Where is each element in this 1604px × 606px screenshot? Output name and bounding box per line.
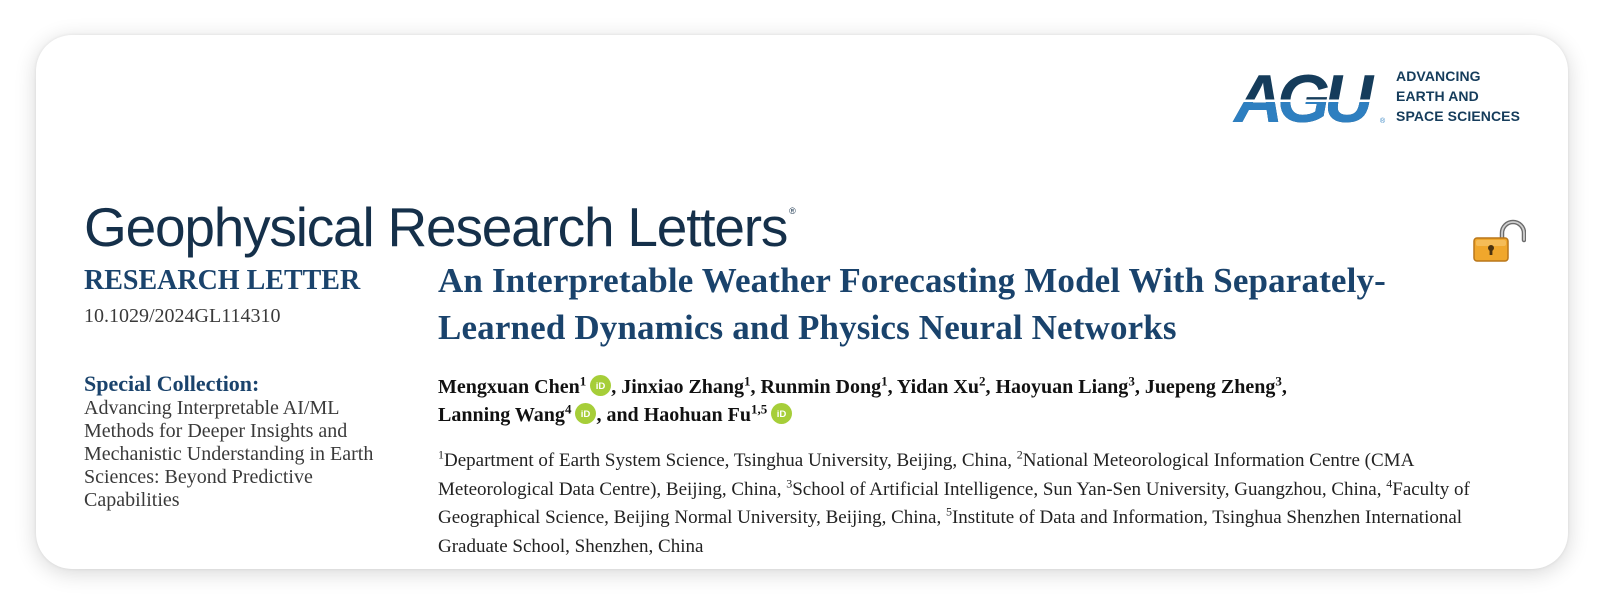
affiliation-number: 5	[945, 504, 952, 519]
affiliation-text: School of Artificial Intelligence, Sun Y…	[792, 478, 1387, 500]
registered-mark: ®	[789, 206, 796, 216]
affiliation-number: 2	[1016, 447, 1023, 462]
affiliation-marker: 3	[1128, 373, 1135, 389]
agu-logo-mark: AGU AGU ®	[1232, 65, 1392, 125]
special-collection-label: Special Collection:	[84, 371, 260, 396]
author-name[interactable]: Jinxiao Zhang1,	[621, 373, 756, 398]
svg-text:®: ®	[1380, 117, 1386, 125]
agu-tagline-line: EARTH AND	[1396, 88, 1479, 104]
affiliation-marker: 2	[978, 373, 986, 389]
affiliation-number: 1	[438, 447, 444, 462]
author-name[interactable]: Haohuan Fu1,5 iD	[644, 401, 793, 426]
affiliation-number: 4	[1386, 476, 1393, 491]
svg-text:AGU: AGU	[1232, 65, 1375, 125]
affiliation-text: National Meteorological Information Cent…	[438, 450, 1414, 500]
agu-tagline: ADVANCING EARTH AND SPACE SCIENCES	[1396, 66, 1536, 126]
article-type: RESEARCH LETTER	[84, 265, 361, 296]
author-name[interactable]: Runmin Dong1,	[760, 373, 893, 398]
author-list: Mengxuan Chen1 iD, Jinxiao Zhang1, Runmin…	[438, 373, 1287, 426]
svg-text:iD: iD	[581, 409, 591, 420]
agu-tagline-line: SPACE SCIENCES	[1396, 108, 1521, 124]
affiliations: 1Department of Earth System Science, Tsi…	[438, 447, 1488, 561]
orcid-icon[interactable]: iD	[771, 403, 793, 424]
agu-logo[interactable]: AGU AGU ® ADVANCING EARTH AND SPACE SCIE…	[1232, 65, 1524, 125]
article-header-card: AGU AGU ® ADVANCING EARTH AND SPACE SCIE…	[36, 35, 1568, 569]
affiliation-text: Faculty of Geographical Science, Beijing…	[438, 478, 1470, 529]
affiliation-marker: 3	[1275, 373, 1282, 389]
affiliation-marker: 1	[881, 373, 888, 389]
affiliation-marker: 4	[564, 401, 572, 417]
orcid-icon[interactable]: iD	[575, 403, 597, 424]
agu-tagline-line: ADVANCING	[1396, 68, 1481, 84]
svg-text:iD: iD	[596, 381, 606, 392]
affiliation-text: Department of Earth System Science, Tsin…	[444, 450, 1017, 471]
affiliation-number: 3	[786, 476, 793, 491]
author-name[interactable]: Juepeng Zheng3,	[1144, 373, 1287, 398]
author-name[interactable]: Mengxuan Chen1 iD,	[438, 373, 617, 398]
article-title: An Interpretable Weather Forecasting Mod…	[438, 261, 1386, 347]
article-main-column: An Interpretable Weather Forecasting Mod…	[438, 257, 1488, 561]
article-meta-column: RESEARCH LETTER 10.1029/2024GL114310 Spe…	[84, 265, 414, 512]
affiliation-marker: 1,5	[750, 401, 768, 417]
affiliation-text: Institute of Data and Information, Tsing…	[438, 507, 1463, 557]
journal-title-text: Geophysical Research Letters	[84, 196, 788, 258]
svg-text:AGU: AGU	[1232, 65, 1375, 125]
author-name[interactable]: Lanning Wang4 iD,	[438, 401, 602, 426]
journal-title[interactable]: Geophysical Research Letters ®	[84, 179, 796, 259]
affiliation-marker: 1	[744, 373, 751, 389]
special-collection-link[interactable]: Advancing Interpretable AI/ML Methods fo…	[84, 397, 374, 511]
author-name[interactable]: Haoyuan Liang3,	[995, 373, 1140, 398]
affiliation-marker: 1	[579, 373, 587, 389]
doi-link[interactable]: 10.1029/2024GL114310	[84, 305, 281, 327]
svg-text:iD: iD	[777, 409, 787, 420]
author-name[interactable]: Yidan Xu2,	[896, 373, 991, 398]
open-access-lock-icon	[1473, 219, 1526, 262]
orcid-icon[interactable]: iD	[590, 375, 612, 396]
